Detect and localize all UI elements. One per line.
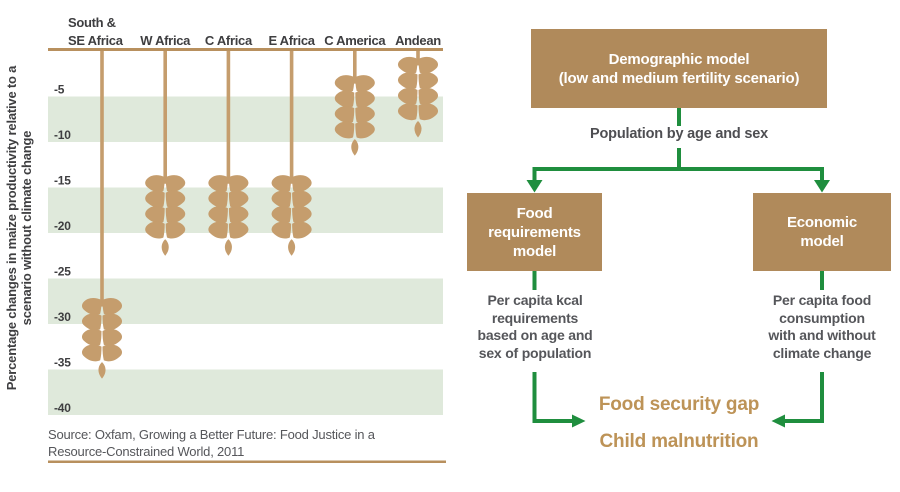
source-text: Source: Oxfam, Growing a Better Future: … — [48, 427, 376, 442]
bottom-rule — [48, 460, 446, 463]
maize-stem — [226, 51, 231, 184]
food-requirements-model-box: Food requirements model — [467, 193, 602, 271]
economic-model-note: Per capita food consumption with and wit… — [768, 292, 876, 361]
y-tick-label: -25 — [54, 265, 71, 279]
category-label: W Africa — [140, 33, 191, 48]
arrowhead-to-economic-box — [814, 180, 830, 193]
maize-stem — [163, 51, 167, 184]
y-tick-label: -5 — [54, 83, 65, 97]
model-flow-diagram: Demographic model (low and medium fertil… — [460, 0, 900, 492]
category-label: South & SE Africa — [68, 15, 124, 48]
maize-stem — [416, 51, 420, 66]
source-text: Resource-Constrained World, 2011 — [48, 444, 244, 459]
value-band — [48, 369, 443, 415]
demographic-model-box: Demographic model (low and medium fertil… — [531, 29, 827, 108]
category-label: C Africa — [205, 33, 253, 48]
y-tick-label: -35 — [54, 356, 71, 370]
outcome-child-malnutrition: Child malnutrition — [599, 431, 759, 452]
connector-economic-elbow — [785, 372, 824, 423]
value-band — [48, 96, 443, 142]
y-axis-label: Percentage changes in maize productivity… — [4, 65, 34, 390]
food-requirements-note: Per capita kcal requirements based on ag… — [477, 292, 593, 361]
y-tick-label: -30 — [54, 310, 71, 324]
maize-stem — [353, 51, 357, 84]
y-tick-label: -40 — [54, 401, 71, 415]
outcome-food-security-gap: Food security gap — [598, 394, 760, 415]
arrowhead-economic-to-outcome — [771, 414, 785, 428]
category-label: C America — [324, 33, 386, 48]
maize-stem — [100, 51, 104, 307]
connector-foodreq-elbow — [532, 372, 572, 423]
category-label: Andean — [395, 33, 441, 48]
population-label: Population by age and sex — [590, 126, 768, 142]
connector-population-branch — [532, 167, 824, 182]
maize-productivity-chart-panel: -5 -10 -15 -20 -25 -30 -35 -40 South & SE Africa W… — [4, 15, 446, 463]
y-tick-label: -10 — [54, 128, 71, 142]
y-tick-label: -15 — [54, 174, 71, 188]
maize-productivity-chart: -5 -10 -15 -20 -25 -30 -35 -40 South & SE Africa W… — [4, 15, 446, 463]
arrowhead-to-foodreq-box — [526, 180, 543, 193]
economic-model-box: Economic model — [753, 193, 891, 271]
y-tick-label: -20 — [54, 219, 71, 233]
maize-stem — [289, 51, 294, 184]
flow-connectors — [526, 108, 830, 428]
top-axis-line — [48, 48, 443, 51]
arrowhead-foodreq-to-outcome — [572, 414, 586, 428]
category-label: E Africa — [268, 33, 315, 48]
